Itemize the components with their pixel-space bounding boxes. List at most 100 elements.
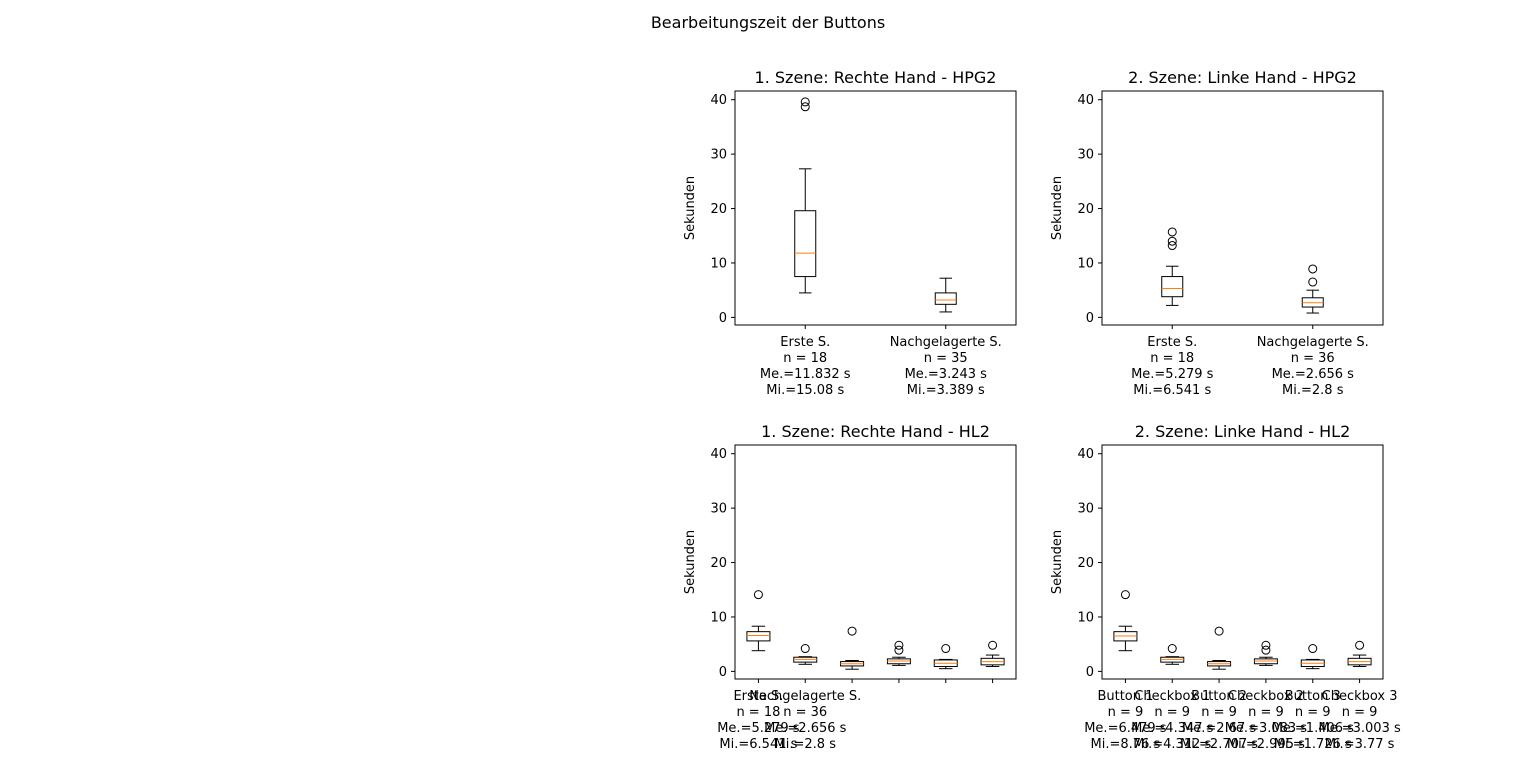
- box-3: [840, 626, 865, 683]
- y-tick-label: 0: [719, 311, 727, 326]
- y-tick-label: 30: [1077, 502, 1094, 517]
- y-tick-label: 10: [1077, 256, 1094, 271]
- box-1: Erste S. n = 18 Me.=5.279 s Mi.=6.541 s: [1131, 227, 1214, 398]
- x-tick-label-line: Erste S.: [1147, 335, 1197, 350]
- y-tick-label: 40: [710, 93, 727, 108]
- y-tick-label: 10: [710, 256, 727, 271]
- outlier-point: [1355, 640, 1365, 650]
- outlier-point: [1261, 645, 1271, 655]
- x-tick-label: Erste S. n = 18 Me.=5.279 s Mi.=6.541 s: [717, 689, 800, 752]
- outlier-point: [753, 590, 763, 600]
- outlier-point: [1167, 241, 1177, 251]
- axes-frame: [734, 444, 1017, 680]
- y-tick-label: 30: [710, 148, 727, 163]
- y-tick-label: 0: [719, 665, 727, 680]
- outlier-point: [1308, 644, 1318, 654]
- outlier-point: [894, 645, 904, 655]
- y-tick-label: 30: [1077, 148, 1094, 163]
- x-tick-label-line: Me.=5.279 s: [1131, 367, 1214, 382]
- x-tick-label-line: n = 9: [1248, 705, 1284, 720]
- y-tick-label: 10: [710, 610, 727, 625]
- x-tick-label-line: Nachgelagerte S.: [1257, 335, 1369, 350]
- x-tick-label-line: n = 36: [1291, 351, 1335, 366]
- x-tick-label-line: n = 36: [783, 705, 827, 720]
- outlier-point: [1308, 277, 1318, 287]
- y-tick-label: 20: [1077, 556, 1094, 571]
- x-tick-label-line: Checkbox 2: [1228, 689, 1304, 704]
- y-axis-label: Sekunden: [1050, 176, 1065, 240]
- outlier-point: [941, 644, 951, 654]
- x-tick-label-line: n = 9: [1295, 705, 1331, 720]
- x-tick-label: Nachgelagerte S. n = 36 Me.=2.656 s Mi.=2.8…: [749, 689, 861, 752]
- y-axis-label: Sekunden: [683, 176, 698, 240]
- outlier-point: [894, 640, 904, 650]
- x-tick-label-line: Mi.=1.726 s: [1274, 737, 1352, 752]
- x-tick-label-line: Me.=2.656 s: [764, 721, 847, 736]
- x-tick-label-line: Mi.=2.707 s: [1180, 737, 1258, 752]
- x-tick-label-line: n = 9: [1108, 705, 1144, 720]
- x-tick-label-line: n = 18: [783, 351, 827, 366]
- y-tick-label: 20: [1077, 202, 1094, 217]
- outlier-point: [1308, 264, 1318, 274]
- y-tick-label: 40: [1077, 93, 1094, 108]
- y-axis-label: Sekunden: [1050, 530, 1065, 594]
- iqr-box: [746, 631, 771, 642]
- x-tick-label-line: Mi.=4.312 s: [1133, 737, 1211, 752]
- y-tick-label: 40: [1077, 447, 1094, 462]
- panel-title: 2. Szene: Linke Hand - HPG2: [1128, 68, 1357, 87]
- x-tick-label-line: n = 9: [1342, 705, 1378, 720]
- x-tick-label-line: Button 1: [1097, 689, 1153, 704]
- x-tick-label-line: Me.=3.083 s: [1225, 721, 1308, 736]
- x-tick-label-line: Checkbox 1: [1134, 689, 1210, 704]
- x-tick-label: Nachgelagerte S. n = 36 Me.=2.656 s Mi.=2.8…: [1257, 335, 1369, 398]
- outlier-point: [1167, 644, 1177, 654]
- x-tick-label-line: Mi.=2.8 s: [775, 737, 837, 752]
- iqr-box: [794, 210, 817, 278]
- outlier-point: [1214, 626, 1224, 636]
- box-2: Nachgelagerte S. n = 36 Me.=2.656 s Mi.=2.8…: [1257, 264, 1369, 398]
- y-tick-label: 30: [710, 502, 727, 517]
- x-tick-label-line: Mi.=3.389 s: [907, 383, 985, 398]
- axes-frame: [734, 90, 1017, 326]
- box-4: [886, 640, 911, 683]
- x-tick-label-line: Nachgelagerte S.: [749, 689, 861, 704]
- y-tick-label: 10: [1077, 610, 1094, 625]
- axes-frame: [1101, 90, 1384, 326]
- x-tick-label-line: Mi.=6.541 s: [1133, 383, 1211, 398]
- y-tick-label: 20: [710, 556, 727, 571]
- x-tick-label-line: n = 18: [1150, 351, 1194, 366]
- panel-2: 2. Szene: Linke Hand - HPG2 0 10 20 30 40 Seku…: [1050, 68, 1384, 398]
- x-tick-label-line: Me.=5.279 s: [717, 721, 800, 736]
- box-2: Nachgelagerte S. n = 36 Me.=2.656 s Mi.=2.8…: [749, 644, 861, 752]
- y-axis-label: Sekunden: [683, 530, 698, 594]
- x-tick-label-line: Mi.=8.76 s: [1091, 737, 1161, 752]
- x-tick-label-line: Mi.=2.995 s: [1227, 737, 1305, 752]
- y-tick-label: 20: [710, 202, 727, 217]
- x-tick-label-line: n = 35: [924, 351, 968, 366]
- panel-1: 1. Szene: Rechte Hand - HPG2 0 10 20 30 40 Sek…: [683, 68, 1017, 398]
- box-6: [980, 640, 1005, 683]
- x-tick-label-line: Mi.=15.08 s: [766, 383, 844, 398]
- x-tick-label: Erste S. n = 18 Me.=5.279 s Mi.=6.541 s: [1131, 335, 1214, 398]
- box-1: Erste S. n = 18 Me.=11.832 s Mi.=15.08 s: [760, 97, 851, 398]
- x-tick-label-line: n = 9: [1201, 705, 1237, 720]
- y-tick-label: 40: [710, 447, 727, 462]
- panel-title: 2. Szene: Linke Hand - HL2: [1135, 422, 1351, 441]
- x-tick-label-line: n = 18: [736, 705, 780, 720]
- x-tick-label-line: Me.=2.656 s: [1272, 367, 1355, 382]
- y-tick-label: 0: [1086, 665, 1094, 680]
- y-tick-label: 0: [1086, 311, 1094, 326]
- x-tick-label-line: Mi.=6.541 s: [719, 737, 797, 752]
- outlier-point: [1167, 227, 1177, 237]
- panel-4: 2. Szene: Linke Hand - HL2 0 10 20 30 40 Sekun…: [1050, 422, 1401, 752]
